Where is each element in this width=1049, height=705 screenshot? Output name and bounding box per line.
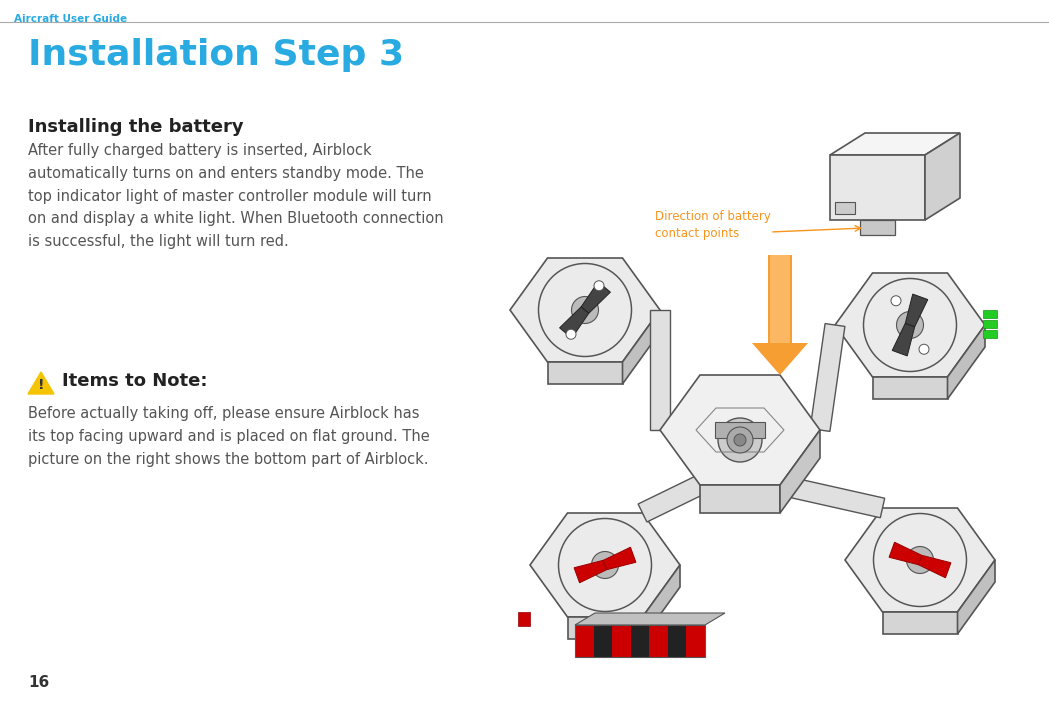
Circle shape xyxy=(734,434,746,446)
Polygon shape xyxy=(873,377,947,399)
Polygon shape xyxy=(574,560,606,583)
Polygon shape xyxy=(860,220,895,235)
Polygon shape xyxy=(603,547,636,570)
Polygon shape xyxy=(958,560,996,634)
Polygon shape xyxy=(882,612,958,634)
Text: After fully charged battery is inserted, Airblock
automatically turns on and ent: After fully charged battery is inserted,… xyxy=(28,143,444,249)
Polygon shape xyxy=(925,133,960,220)
Bar xyxy=(518,612,530,626)
Bar xyxy=(983,310,997,318)
Polygon shape xyxy=(810,324,844,431)
Polygon shape xyxy=(780,430,820,513)
Polygon shape xyxy=(845,508,996,612)
Circle shape xyxy=(891,296,901,306)
Text: Aircraft User Guide: Aircraft User Guide xyxy=(14,14,127,24)
Text: 16: 16 xyxy=(28,675,49,690)
Circle shape xyxy=(919,344,929,354)
Polygon shape xyxy=(905,294,927,326)
Circle shape xyxy=(906,546,934,573)
Polygon shape xyxy=(581,282,611,313)
Bar xyxy=(668,625,686,657)
Bar xyxy=(575,625,705,657)
Circle shape xyxy=(592,551,619,579)
Circle shape xyxy=(594,281,604,290)
Text: Direction of battery
contact points: Direction of battery contact points xyxy=(655,210,771,240)
Circle shape xyxy=(566,329,576,339)
Text: Before actually taking off, please ensure Airblock has
its top facing upward and: Before actually taking off, please ensur… xyxy=(28,406,430,467)
Polygon shape xyxy=(752,255,808,375)
Bar xyxy=(649,625,668,657)
Circle shape xyxy=(897,312,923,338)
Bar xyxy=(594,625,613,657)
Bar xyxy=(613,625,630,657)
Polygon shape xyxy=(660,375,820,485)
Text: Installing the battery: Installing the battery xyxy=(28,118,243,136)
Polygon shape xyxy=(918,556,951,578)
Polygon shape xyxy=(777,475,884,517)
Polygon shape xyxy=(947,325,985,399)
Bar xyxy=(575,625,594,657)
Text: Items to Note:: Items to Note: xyxy=(62,372,208,390)
Polygon shape xyxy=(893,324,915,356)
Polygon shape xyxy=(622,310,660,384)
Polygon shape xyxy=(530,513,680,617)
Circle shape xyxy=(718,418,762,462)
Polygon shape xyxy=(715,422,765,438)
Polygon shape xyxy=(548,362,622,384)
Bar xyxy=(686,625,705,657)
Polygon shape xyxy=(835,273,985,377)
Bar xyxy=(835,202,855,214)
Bar xyxy=(983,320,997,328)
Polygon shape xyxy=(28,372,53,394)
Polygon shape xyxy=(890,542,922,565)
Polygon shape xyxy=(770,255,790,343)
Bar xyxy=(630,625,649,657)
Polygon shape xyxy=(650,310,670,430)
Bar xyxy=(983,330,997,338)
Polygon shape xyxy=(575,613,725,625)
Text: !: ! xyxy=(38,378,44,392)
Polygon shape xyxy=(510,258,660,362)
Polygon shape xyxy=(559,307,588,338)
Circle shape xyxy=(572,297,599,324)
Text: Installation Step 3: Installation Step 3 xyxy=(28,38,404,72)
Polygon shape xyxy=(700,485,780,513)
Circle shape xyxy=(727,427,753,453)
Polygon shape xyxy=(830,155,925,220)
Polygon shape xyxy=(568,617,642,639)
Polygon shape xyxy=(642,565,680,639)
Polygon shape xyxy=(638,476,704,522)
Polygon shape xyxy=(830,133,960,155)
